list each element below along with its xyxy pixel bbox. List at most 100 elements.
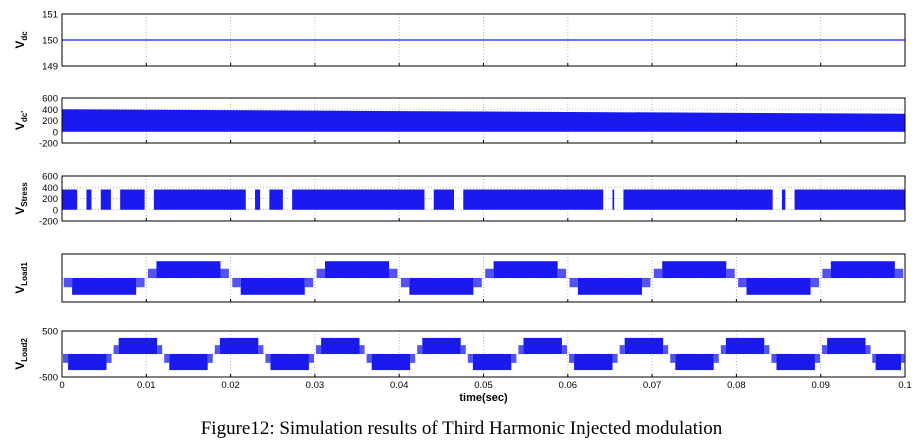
ylabel-subscript: dc' [20, 111, 29, 122]
xtick-label: 0.07 [643, 380, 662, 391]
panel-4-step-fall [304, 278, 314, 288]
panel-5-half-cycle [875, 354, 901, 371]
panel-4-half-cycle [830, 261, 895, 278]
panel-5-half-cycle [675, 354, 714, 371]
panel-5-half-cycle [472, 354, 512, 371]
panel-4-step-rise [147, 268, 157, 278]
panel-3-signal-segment [100, 189, 111, 210]
xtick-label: 0.06 [559, 380, 578, 391]
panel-5-step-fall [814, 354, 820, 363]
panel-5-half-cycle [574, 354, 613, 371]
panel-1-ylabel: Vdc [13, 31, 29, 49]
panel-5-step-fall [561, 345, 567, 354]
panel-3-signal-segment [292, 189, 425, 210]
figure-caption: Figure12: Simulation results of Third Ha… [200, 418, 723, 439]
panel-5-step-rise [113, 345, 119, 354]
panel-5-step-fall [359, 345, 365, 354]
ylabel-main: V [13, 286, 27, 294]
panel-3-ylabel: VStress [13, 182, 29, 215]
panel-5-step-rise [720, 345, 726, 354]
panel-4-step-rise [485, 268, 494, 278]
panel-3-signal-segment [269, 189, 283, 210]
panel-3-signal-segment [86, 189, 92, 210]
panel-5-step-fall [258, 345, 264, 354]
ylabel-main: V [13, 362, 27, 370]
panel-3-signal-segment [781, 189, 786, 210]
panel-3-signal-segment [612, 189, 615, 210]
panel-4-half-cycle [240, 278, 305, 295]
panel-4-step-rise [653, 268, 663, 278]
panel-3-signal-segment [153, 189, 246, 210]
panel-4-half-cycle [746, 278, 811, 295]
panel-4-step-rise [63, 278, 73, 288]
xtick-label: 0.04 [390, 380, 409, 391]
panel-4-step-fall [389, 268, 398, 278]
panel-5-step-fall [865, 345, 871, 354]
panel-5-half-cycle [776, 354, 815, 371]
panel-5-ylabel: VLoad2 [13, 338, 29, 370]
panel-4-half-cycle [409, 278, 474, 295]
panel-4-step-rise [738, 278, 747, 288]
panel-5-step-rise [822, 345, 828, 354]
panel-5-step-rise [467, 354, 473, 363]
panel-5-ytick-label: -500 [39, 373, 58, 384]
panel-5-step-rise [164, 354, 170, 363]
panel-1-ytick-label: 150 [42, 36, 58, 47]
panel-5-half-cycle [827, 337, 866, 354]
panel-5-step-rise [619, 345, 625, 354]
panel-4-step-fall [473, 278, 482, 288]
panel-5-step-fall [511, 354, 517, 363]
panel-3-ytick-label: 600 [42, 172, 58, 183]
panel-5-step-fall [764, 345, 770, 354]
xtick-label: 0.02 [221, 380, 240, 391]
panel-4-step-rise [822, 268, 831, 278]
xtick-label: 0.01 [137, 380, 156, 391]
panel-5-step-rise [872, 354, 876, 363]
panel-5-half-cycle [371, 354, 411, 371]
panel-5-half-cycle [68, 354, 107, 371]
panel-3-ytick-label: 400 [42, 183, 58, 194]
panel-5-half-cycle [169, 354, 208, 371]
panel-4-step-fall [726, 268, 735, 278]
panel-5-step-fall [106, 354, 112, 363]
panel-4-step-fall [810, 278, 820, 288]
panel-4-step-fall [136, 278, 145, 288]
panel-3-signal-segment [463, 189, 604, 210]
panel-4-step-fall [641, 278, 651, 288]
panel-5-step-rise [63, 354, 69, 363]
xtick-label: 0.03 [306, 380, 325, 391]
panel-5-half-cycle [624, 337, 664, 354]
panel-5-step-fall [157, 345, 163, 354]
panel-3-ytick-label: -200 [39, 217, 58, 228]
ylabel-main: V [13, 41, 27, 49]
x-axis-label: time(sec) [459, 392, 508, 404]
panel-4-step-rise [569, 278, 578, 288]
panel-5-step-rise [569, 354, 575, 363]
panel-4-half-cycle [156, 261, 221, 278]
panel-3-ytick-label: 200 [42, 194, 58, 205]
panel-4-half-cycle [325, 261, 390, 278]
panel-5-step-fall [207, 354, 213, 363]
panel-5-step-rise [670, 354, 676, 363]
ylabel-subscript: Load1 [20, 262, 29, 286]
panel-5-half-cycle [219, 337, 259, 354]
panel-4-step-rise [400, 278, 410, 288]
xtick-label: 0.09 [811, 380, 830, 391]
panel-2-ytick-label: 0 [53, 127, 58, 138]
panel-4-step-rise [316, 268, 326, 278]
panel-5-step-fall [308, 354, 314, 363]
panel-4-ylabel: VLoad1 [13, 262, 29, 294]
panel-3-signal-segment [62, 189, 78, 210]
panel-3-ytick-label: 0 [53, 205, 58, 216]
panel-1-ytick-label: 151 [42, 10, 58, 21]
panel-3-signal-segment [255, 189, 261, 210]
panel-4-step-rise [232, 278, 241, 288]
ylabel-subscript: Stress [20, 182, 29, 207]
panel-4-step-fall [557, 268, 567, 278]
ylabel-subscript: Load2 [20, 338, 29, 362]
panel-2-ylabel: Vdc' [13, 111, 29, 130]
panel-5-step-fall [460, 345, 466, 354]
panel-3-signal-segment [623, 189, 773, 210]
panel-5-ytick-label: 500 [42, 327, 58, 338]
